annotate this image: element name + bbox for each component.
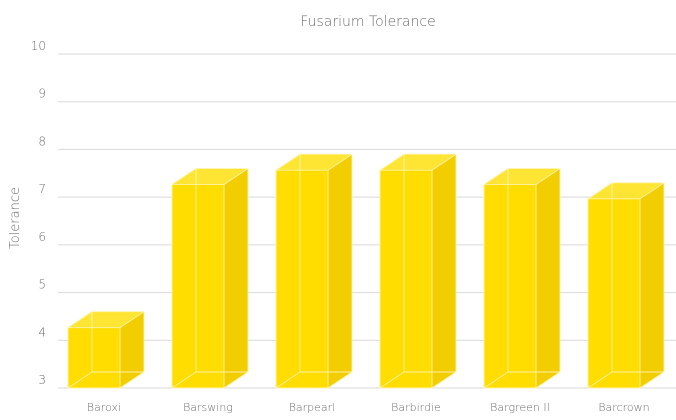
x-tick-labels: Baroxi Barswing Barpearl Barbirdie Bargreen … (87, 401, 650, 414)
x-tick-label: Barcrown (598, 401, 649, 414)
bar-edge (171, 371, 197, 389)
y-tick-label: 7 (38, 182, 46, 196)
bar-side (120, 311, 144, 388)
bar-side (536, 168, 560, 388)
y-tick-label: 8 (38, 134, 46, 148)
bar-front (68, 327, 120, 388)
bar-side (640, 182, 664, 388)
y-tick-label: 5 (38, 278, 46, 292)
bar-edge (67, 371, 93, 389)
bar-edge (379, 371, 405, 389)
bar-top (588, 182, 664, 199)
bar-edge (327, 371, 353, 389)
y-tick-labels: 3 4 5 6 7 8 9 10 (31, 39, 46, 387)
bar-side (432, 154, 456, 388)
bar-side (224, 168, 248, 388)
bar-edge (379, 153, 405, 171)
x-tick-label: Barpearl (289, 401, 336, 414)
y-axis-label: Tolerance (8, 187, 23, 249)
bar-outline (171, 184, 225, 389)
bar-edge (119, 371, 145, 389)
bar-top (380, 154, 456, 171)
bar (171, 168, 249, 389)
bar-edge (535, 371, 561, 389)
bar-side (328, 154, 352, 388)
bar-edge (431, 153, 457, 171)
bar-edge (639, 371, 665, 389)
bar-edge (327, 153, 353, 171)
gridlines (58, 53, 676, 389)
bar-front (588, 198, 640, 388)
y-tick-label: 6 (38, 230, 46, 244)
bars (67, 153, 665, 389)
bar-front (276, 170, 328, 388)
bar (587, 182, 665, 389)
bar-top (484, 168, 560, 185)
bar-edge (639, 182, 665, 200)
bar-outline (483, 184, 537, 389)
y-tick-label: 10 (31, 39, 46, 53)
bar-edge (171, 168, 197, 185)
bar-front (172, 184, 224, 388)
y-tick-label: 9 (38, 87, 46, 101)
bar-edge (483, 168, 509, 185)
bar (483, 168, 561, 389)
bar-outline (67, 327, 121, 389)
bar (275, 153, 353, 389)
bar-outline (587, 198, 641, 389)
chart-title: Fusarium Tolerance (300, 14, 435, 30)
bar-outline (275, 169, 329, 389)
y-tick-label: 4 (38, 325, 46, 339)
bar-top (276, 154, 352, 171)
bar-edge (535, 168, 561, 185)
bar-front (484, 184, 536, 388)
x-tick-label: Bargreen II (490, 401, 550, 414)
bar-edge (275, 153, 301, 171)
bar-front (380, 170, 432, 388)
bar-edge (67, 311, 93, 329)
x-tick-label: Baroxi (87, 401, 121, 414)
bar (67, 311, 145, 389)
y-tick-label: 3 (38, 373, 46, 387)
bar-edge (483, 371, 509, 389)
bar-edge (223, 371, 249, 389)
bar-edge (587, 371, 613, 389)
bar-edge (587, 182, 613, 200)
bar-edge (223, 168, 249, 185)
bar-edge (119, 311, 145, 329)
bar-outline (379, 169, 433, 389)
bar (379, 153, 457, 389)
bar-top (68, 311, 144, 328)
bar-edge (275, 371, 301, 389)
x-tick-label: Barbirdie (391, 401, 441, 414)
bar-edge (431, 371, 457, 389)
bar-top (172, 168, 248, 185)
x-tick-label: Barswing (183, 401, 233, 414)
